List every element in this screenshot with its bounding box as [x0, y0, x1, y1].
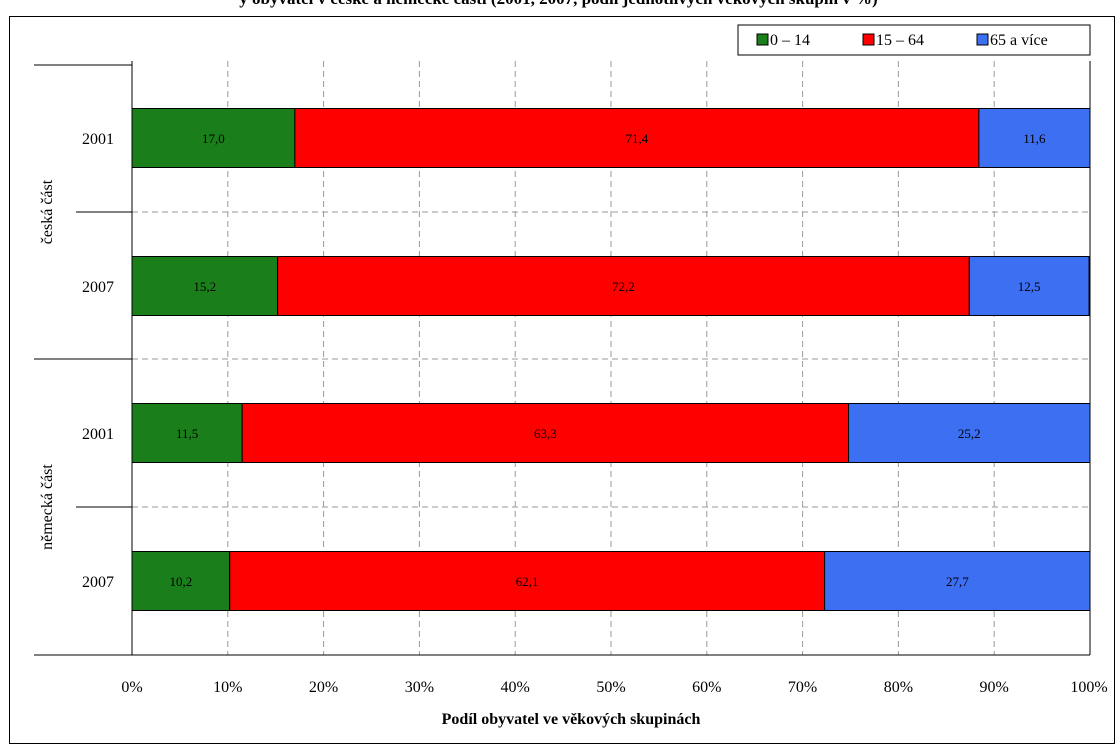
data-label: 62,1	[516, 574, 539, 589]
x-tick-label: 30%	[405, 679, 434, 696]
data-label: 27,7	[946, 574, 969, 589]
data-label: 72,2	[612, 279, 635, 294]
category-label: 2001	[82, 131, 114, 148]
category-label: 2007	[82, 279, 114, 296]
x-tick-label: 20%	[309, 679, 338, 696]
x-tick-label: 80%	[884, 679, 913, 696]
data-label: 12,5	[1018, 279, 1041, 294]
legend-swatch	[756, 33, 769, 46]
x-tick-label: 10%	[213, 679, 242, 696]
bar-segment	[131, 108, 296, 168]
x-tick-label: 60%	[692, 679, 721, 696]
data-label: 11,5	[176, 426, 198, 441]
x-tick-label: 90%	[980, 679, 1009, 696]
data-label: 15,2	[193, 279, 216, 294]
data-label: 10,2	[169, 574, 192, 589]
bar-segment	[229, 551, 826, 611]
bar-segment	[131, 256, 279, 316]
x-tick-label: 40%	[501, 679, 530, 696]
bar-segment	[848, 403, 1091, 463]
bar-segment	[968, 256, 1090, 316]
group-label: česká část	[39, 179, 56, 244]
data-label: 11,6	[1023, 131, 1046, 146]
data-label: 63,3	[534, 426, 557, 441]
bar-segment	[241, 403, 850, 463]
x-tick-label: 0%	[121, 679, 142, 696]
bar-segment	[277, 256, 970, 316]
bar-segment	[824, 551, 1091, 611]
x-axis-title: Podíl obyvatel ve věkových skupinách	[442, 711, 701, 728]
legend-label: 65 a více	[990, 32, 1048, 49]
bar-segment	[131, 551, 231, 611]
bar-segment	[294, 108, 980, 168]
x-tick-label: 50%	[596, 679, 625, 696]
category-label: 2007	[82, 574, 114, 591]
legend-swatch	[862, 33, 875, 46]
category-label: 2001	[82, 426, 114, 443]
legend-label: 0 – 14	[770, 32, 810, 49]
legend-swatch	[976, 33, 989, 46]
bar-segment	[978, 108, 1091, 168]
group-label: německá část	[39, 464, 56, 550]
x-tick-label: 70%	[788, 679, 817, 696]
legend-label: 15 – 64	[876, 32, 924, 49]
data-label: 71,4	[625, 131, 648, 146]
bar-segment	[131, 403, 243, 463]
data-label: 25,2	[958, 426, 981, 441]
data-label: 17,0	[202, 131, 225, 146]
chart-title: y obyvatel v české a německé části (2001…	[0, 0, 1117, 9]
chart-frame	[9, 16, 1115, 744]
x-tick-label: 100%	[1070, 679, 1107, 696]
legend-box	[737, 24, 1091, 56]
